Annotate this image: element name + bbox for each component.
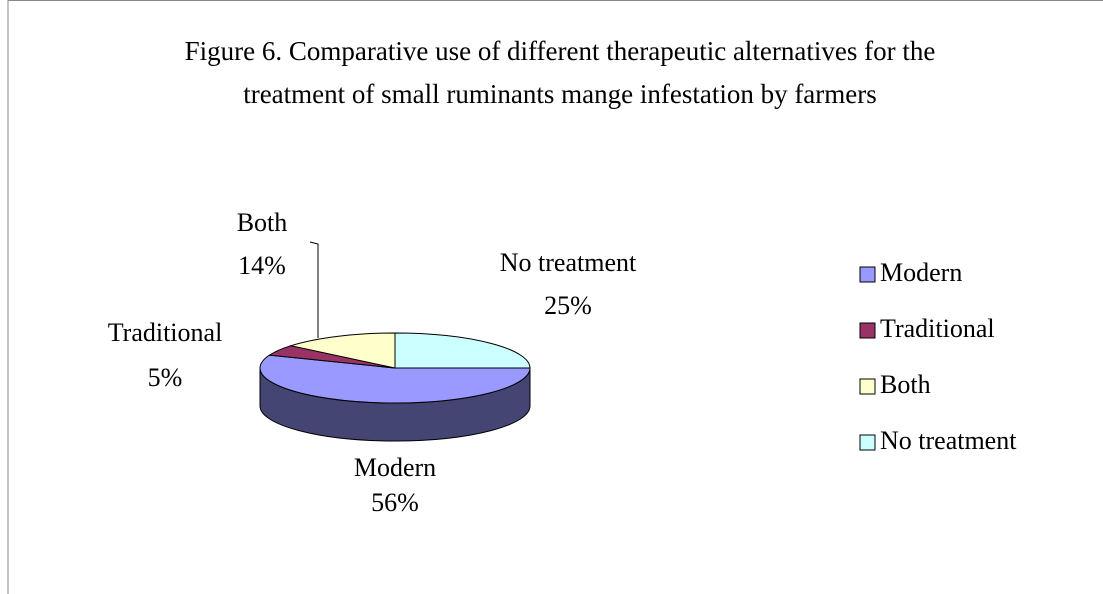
- data-label-value: 56%: [371, 488, 419, 517]
- data-label-category: Traditional: [108, 318, 223, 347]
- pie-slice: [394, 332, 531, 369]
- legend-swatch: [859, 434, 876, 451]
- leader-line: [309, 241, 319, 338]
- legend-label: Traditional: [880, 314, 995, 343]
- pie-slice: [289, 332, 396, 369]
- data-label-value: 25%: [544, 291, 592, 320]
- legend-swatch: [859, 378, 876, 395]
- legend-label: No treatment: [880, 426, 1017, 455]
- data-label-value: 14%: [238, 251, 286, 280]
- data-label-category: Modern: [354, 453, 436, 482]
- data-label-category: No treatment: [500, 248, 637, 277]
- pie-slice: [259, 354, 531, 404]
- legend-label: Modern: [880, 258, 962, 287]
- legend-swatch: [859, 322, 876, 339]
- chart-title: Figure 6. Comparative use of different t…: [184, 36, 936, 109]
- data-label-value: 5%: [148, 363, 183, 392]
- legend-swatch: [859, 266, 876, 283]
- legend-label: Both: [880, 370, 931, 399]
- chart-frame: [7, 0, 1103, 594]
- data-label-category: Both: [237, 208, 288, 237]
